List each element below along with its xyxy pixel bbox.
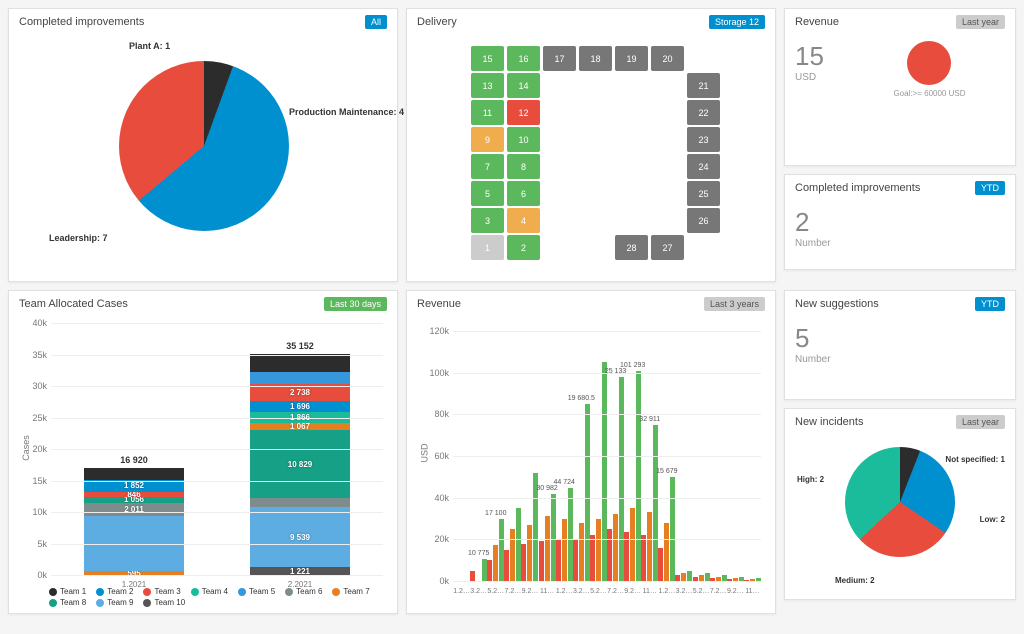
filter-badge[interactable]: YTD [975,181,1005,195]
legend-item[interactable]: Team 8 [49,598,86,607]
bar-group [590,362,607,581]
filter-badge[interactable]: All [365,15,387,29]
delivery-cell[interactable]: 24 [687,154,720,179]
pie-label-plant-a: Plant A: 1 [129,41,170,51]
pie-label-medium: Medium: 2 [835,576,875,585]
delivery-grid: 1516171819201314211112229102378245625342… [441,46,741,261]
delivery-cell[interactable]: 21 [687,73,720,98]
y-axis-title: USD [420,443,430,462]
panel-title: Completed improvements [19,16,144,28]
kpi-value: 5 [795,323,1005,354]
legend-item[interactable]: Team 9 [96,598,133,607]
legend-item[interactable]: Team 4 [191,587,228,596]
panel-completed-kpi: Completed improvements YTD 2 Number [784,174,1016,270]
bar-group: 30 982 [539,494,556,582]
bar-group [693,573,710,581]
filter-badge[interactable]: Last 30 days [324,297,387,311]
delivery-cell[interactable]: 1 [471,235,504,260]
delivery-cell[interactable]: 2 [507,235,540,260]
pie-chart [119,61,289,231]
delivery-cell[interactable]: 4 [507,208,540,233]
panel-title: Completed improvements [795,182,920,194]
bar-group: 101 293 [624,371,641,581]
delivery-cell[interactable]: 26 [687,208,720,233]
filter-badge[interactable]: Storage 12 [709,15,765,29]
delivery-cell[interactable]: 7 [471,154,504,179]
pie-label-notspec: Not specified: 1 [945,455,1005,464]
bar-group: 15 679 [658,477,675,581]
bar-group: 10 775 [470,559,487,581]
delivery-cell[interactable]: 19 [615,46,648,71]
legend-item[interactable]: Team 3 [143,587,180,596]
legend-item[interactable]: Team 2 [96,587,133,596]
kpi-value: 2 [795,207,1005,238]
legend-item[interactable]: Team 1 [49,587,86,596]
kpi-value: 15 [795,41,824,72]
panel-suggestions-kpi: New suggestions YTD 5 Number [784,290,1016,400]
panel-incidents: New incidents Last year High: 2 Not spec… [784,408,1016,600]
bar-group: 25 133 [607,377,624,581]
stacked-bar-chart: Cases 16 9205952 0111 0568461 85235 1521… [19,323,387,603]
delivery-cell[interactable]: 22 [687,100,720,125]
delivery-cell[interactable]: 25 [687,181,720,206]
bar-group: 17 100 [487,519,504,582]
delivery-cell[interactable]: 28 [615,235,648,260]
panel-title: New suggestions [795,298,879,310]
pie-label-high: High: 2 [797,475,824,484]
pie-label-leadership: Leadership: 7 [49,233,108,243]
grouped-bar-chart: USD 10 77517 100 30 98244 72419 680.5 25 1… [417,323,765,603]
panel-team-cases: Team Allocated Cases Last 30 days Cases … [8,290,398,614]
delivery-cell[interactable]: 17 [543,46,576,71]
filter-badge[interactable]: YTD [975,297,1005,311]
delivery-cell[interactable]: 3 [471,208,504,233]
panel-delivery: Delivery Storage 12 15161718192013142111… [406,8,776,282]
panel-title: Delivery [417,16,457,28]
filter-badge[interactable]: Last year [956,415,1005,429]
delivery-cell[interactable]: 27 [651,235,684,260]
bar-group: 32 911 [641,425,658,581]
delivery-cell[interactable]: 18 [579,46,612,71]
delivery-cell[interactable]: 6 [507,181,540,206]
bar-group [675,571,692,581]
delivery-cell[interactable]: 9 [471,127,504,152]
panel-completed-pie: Completed improvements All Plant A: 1 Pr… [8,8,398,282]
panel-title: Team Allocated Cases [19,298,128,310]
panel-title: New incidents [795,416,863,428]
delivery-cell[interactable]: 14 [507,73,540,98]
legend-item[interactable]: Team 6 [285,587,322,596]
delivery-cell[interactable]: 11 [471,100,504,125]
stacked-bar: 16 9205952 0111 0568461 852 [84,468,184,575]
y-axis-title: Cases [21,435,31,461]
delivery-cell[interactable]: 23 [687,127,720,152]
kpi-unit: Number [795,238,1005,249]
delivery-cell[interactable]: 12 [507,100,540,125]
kpi-unit: Number [795,354,1005,365]
delivery-cell[interactable]: 13 [471,73,504,98]
bar-group: 19 680.5 [573,404,590,581]
legend-item[interactable]: Team 5 [238,587,275,596]
filter-badge[interactable]: Last 3 years [704,297,765,311]
legend-item[interactable]: Team 7 [332,587,369,596]
legend-item[interactable]: Team 10 [143,598,185,607]
panel-revenue-chart: Revenue Last 3 years USD 10 77517 100 30 … [406,290,776,614]
kpi-unit: USD [795,72,824,83]
pie-label-low: Low: 2 [980,515,1005,524]
bar-group [504,508,521,581]
filter-badge[interactable]: Last year [956,15,1005,29]
legend: Team 1 Team 2 Team 3 Team 4 Team 5 Team 6 Team… [49,587,387,607]
panel-title: Revenue [417,298,461,310]
delivery-cell[interactable]: 8 [507,154,540,179]
delivery-cell[interactable]: 16 [507,46,540,71]
goal-label: Goal:>= 60000 USD [854,89,1005,98]
delivery-cell[interactable]: 15 [471,46,504,71]
delivery-cell[interactable]: 20 [651,46,684,71]
pie-label-prod-maint: Production Maintenance: 4 [289,107,404,117]
bar-group: 44 724 [556,488,573,581]
delivery-cell[interactable]: 10 [507,127,540,152]
goal-indicator-icon [907,41,951,85]
pie-chart [845,447,955,557]
delivery-cell[interactable]: 5 [471,181,504,206]
panel-title: Revenue [795,16,839,28]
panel-revenue-kpi: Revenue Last year 15 USD Goal:>= 60000 U… [784,8,1016,166]
